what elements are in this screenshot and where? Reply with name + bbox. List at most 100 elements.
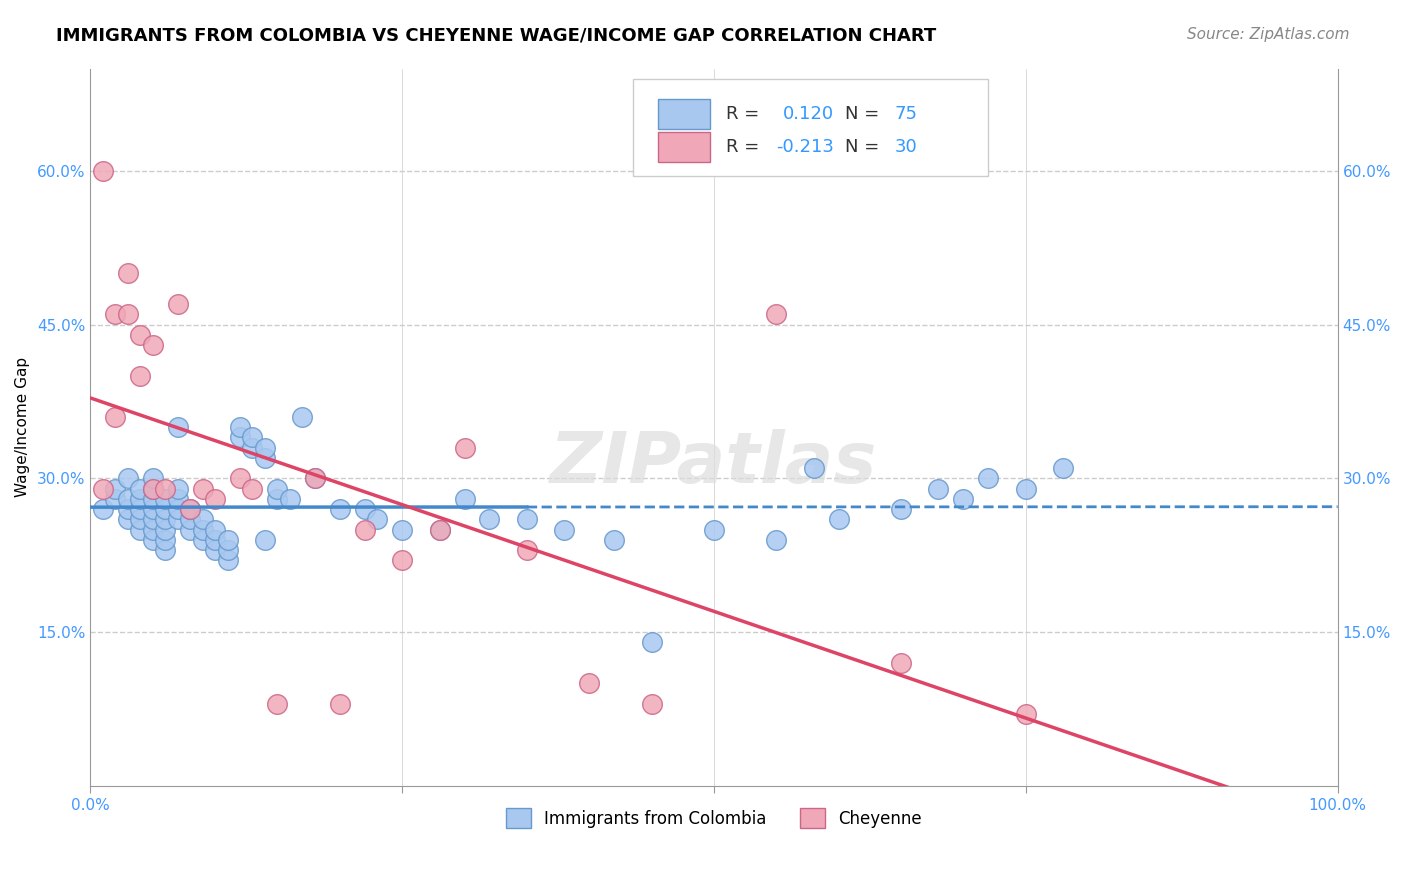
Point [104, 482, 127, 496]
Point [129, 327, 152, 342]
Point [142, 338, 165, 352]
Point [104, 409, 127, 424]
Text: N =: N = [845, 104, 884, 123]
Point [142, 491, 165, 506]
Point [153, 533, 176, 547]
Point [129, 502, 152, 516]
Text: R =: R = [727, 104, 765, 123]
Point [217, 543, 239, 558]
Point [153, 502, 176, 516]
Point [353, 502, 375, 516]
Point [191, 482, 214, 496]
Point [117, 308, 139, 322]
Point [204, 491, 226, 506]
Point [1052, 461, 1074, 475]
Point [91, 482, 114, 496]
Point [828, 512, 851, 526]
Point [117, 502, 139, 516]
Point [179, 502, 201, 516]
Point [242, 441, 264, 455]
Point [142, 533, 165, 547]
Point [266, 482, 288, 496]
Point [242, 482, 264, 496]
Text: ZIPatlas: ZIPatlas [550, 428, 877, 498]
Point [429, 523, 451, 537]
Point [765, 533, 787, 547]
Point [890, 656, 912, 670]
Point [242, 430, 264, 444]
Point [253, 450, 276, 465]
Point [217, 553, 239, 567]
Point [1015, 482, 1038, 496]
Point [229, 471, 252, 485]
Point [179, 512, 201, 526]
Point [191, 512, 214, 526]
Point [977, 471, 1000, 485]
Point [478, 512, 501, 526]
Point [104, 491, 127, 506]
Point [166, 420, 188, 434]
Point [927, 482, 949, 496]
Text: 0.120: 0.120 [783, 104, 834, 123]
Point [153, 482, 176, 496]
Point [91, 164, 114, 178]
Point [253, 441, 276, 455]
Text: 30: 30 [894, 138, 918, 156]
Point [278, 491, 301, 506]
Y-axis label: Wage/Income Gap: Wage/Income Gap [15, 357, 30, 497]
FancyBboxPatch shape [658, 99, 710, 128]
Point [117, 267, 139, 281]
Point [516, 512, 538, 526]
Point [191, 523, 214, 537]
Point [204, 533, 226, 547]
FancyBboxPatch shape [633, 79, 988, 176]
Point [329, 502, 352, 516]
Text: R =: R = [727, 138, 765, 156]
Point [166, 297, 188, 311]
Point [266, 491, 288, 506]
Point [229, 420, 252, 434]
Point [166, 491, 188, 506]
Point [890, 502, 912, 516]
Point [142, 512, 165, 526]
Point [179, 523, 201, 537]
Point [253, 533, 276, 547]
Point [703, 523, 725, 537]
Point [553, 523, 575, 537]
Point [129, 523, 152, 537]
Point [204, 523, 226, 537]
Point [640, 697, 662, 711]
Point [453, 491, 475, 506]
Point [166, 482, 188, 496]
Point [304, 471, 326, 485]
Point [129, 482, 152, 496]
Point [765, 308, 787, 322]
Point [117, 491, 139, 506]
Legend: Immigrants from Colombia, Cheyenne: Immigrants from Colombia, Cheyenne [499, 801, 928, 835]
Point [142, 482, 165, 496]
Point [91, 502, 114, 516]
Point [640, 635, 662, 649]
Point [142, 523, 165, 537]
Point [129, 491, 152, 506]
Point [104, 308, 127, 322]
Point [129, 368, 152, 383]
Point [1015, 707, 1038, 722]
Point [603, 533, 626, 547]
FancyBboxPatch shape [658, 132, 710, 162]
Point [153, 491, 176, 506]
Point [304, 471, 326, 485]
Point [391, 523, 413, 537]
Point [429, 523, 451, 537]
Point [266, 697, 288, 711]
Text: Source: ZipAtlas.com: Source: ZipAtlas.com [1187, 27, 1350, 42]
Point [153, 512, 176, 526]
Text: IMMIGRANTS FROM COLOMBIA VS CHEYENNE WAGE/INCOME GAP CORRELATION CHART: IMMIGRANTS FROM COLOMBIA VS CHEYENNE WAG… [56, 27, 936, 45]
Point [129, 512, 152, 526]
Point [578, 676, 600, 690]
Point [291, 409, 314, 424]
Point [366, 512, 388, 526]
Point [229, 430, 252, 444]
Point [329, 697, 352, 711]
Point [166, 502, 188, 516]
